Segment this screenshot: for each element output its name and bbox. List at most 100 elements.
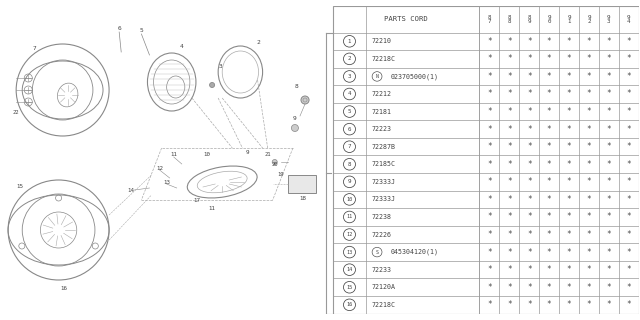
Text: *: * xyxy=(547,72,552,81)
Text: *: * xyxy=(487,54,492,63)
Text: *: * xyxy=(547,37,552,46)
Text: 18: 18 xyxy=(300,196,307,201)
Text: *: * xyxy=(547,283,552,292)
Text: *: * xyxy=(566,142,572,151)
Text: *: * xyxy=(547,300,552,309)
Text: *: * xyxy=(566,160,572,169)
Text: *: * xyxy=(607,212,611,221)
Text: *: * xyxy=(607,283,611,292)
Text: *: * xyxy=(587,230,591,239)
Text: 5: 5 xyxy=(348,109,351,114)
Text: *: * xyxy=(527,195,531,204)
Text: 11: 11 xyxy=(209,205,216,211)
Text: *: * xyxy=(566,283,572,292)
Text: 21: 21 xyxy=(264,153,271,157)
Text: *: * xyxy=(507,212,511,221)
Text: 6: 6 xyxy=(117,26,121,30)
Text: *: * xyxy=(627,212,631,221)
Text: *: * xyxy=(587,177,591,186)
Text: *: * xyxy=(607,107,611,116)
Text: 72185C: 72185C xyxy=(372,161,396,167)
Text: 72218C: 72218C xyxy=(372,302,396,308)
Text: 1: 1 xyxy=(348,39,351,44)
Text: 72287B: 72287B xyxy=(372,144,396,150)
Text: *: * xyxy=(627,54,631,63)
Text: *: * xyxy=(487,248,492,257)
Text: *: * xyxy=(607,300,611,309)
Text: *: * xyxy=(487,212,492,221)
Text: *: * xyxy=(566,177,572,186)
Text: *: * xyxy=(507,230,511,239)
Text: *: * xyxy=(547,265,552,274)
Text: *: * xyxy=(487,177,492,186)
Text: *: * xyxy=(547,160,552,169)
Text: *: * xyxy=(507,177,511,186)
Text: *: * xyxy=(507,160,511,169)
Text: *: * xyxy=(527,160,531,169)
Text: 8
9: 8 9 xyxy=(527,15,531,24)
Text: *: * xyxy=(607,54,611,63)
Text: 9: 9 xyxy=(246,149,249,155)
Circle shape xyxy=(291,124,298,132)
Text: *: * xyxy=(527,177,531,186)
Text: PARTS CORD: PARTS CORD xyxy=(384,16,428,22)
Text: *: * xyxy=(587,212,591,221)
Text: 9
0: 9 0 xyxy=(547,15,551,24)
Circle shape xyxy=(272,159,277,164)
Text: 72210: 72210 xyxy=(372,38,392,44)
Text: *: * xyxy=(507,90,511,99)
Text: 3: 3 xyxy=(218,65,222,69)
Text: *: * xyxy=(627,90,631,99)
Text: 72233: 72233 xyxy=(372,267,392,273)
Text: *: * xyxy=(627,160,631,169)
Text: 72226: 72226 xyxy=(372,232,392,237)
Text: 10: 10 xyxy=(204,153,211,157)
Text: *: * xyxy=(607,90,611,99)
Text: *: * xyxy=(527,37,531,46)
Text: 19: 19 xyxy=(278,172,284,178)
Text: 14: 14 xyxy=(346,267,353,272)
Text: 17: 17 xyxy=(193,197,200,203)
Text: *: * xyxy=(507,107,511,116)
Text: *: * xyxy=(566,300,572,309)
Text: *: * xyxy=(566,37,572,46)
Text: *: * xyxy=(547,230,552,239)
Text: *: * xyxy=(507,248,511,257)
Text: *: * xyxy=(527,72,531,81)
Text: *: * xyxy=(507,54,511,63)
Text: *: * xyxy=(487,160,492,169)
Text: 8
8: 8 8 xyxy=(508,15,511,24)
Text: N: N xyxy=(376,74,378,79)
Text: *: * xyxy=(547,195,552,204)
Text: 8: 8 xyxy=(348,162,351,167)
Text: *: * xyxy=(587,54,591,63)
Text: *: * xyxy=(627,248,631,257)
Text: *: * xyxy=(547,248,552,257)
Bar xyxy=(288,175,316,193)
Text: *: * xyxy=(566,72,572,81)
Text: *: * xyxy=(587,72,591,81)
Text: 7: 7 xyxy=(348,144,351,149)
Text: 11: 11 xyxy=(346,214,353,220)
Text: *: * xyxy=(607,124,611,134)
Text: *: * xyxy=(587,300,591,309)
Text: 9
1: 9 1 xyxy=(567,15,571,24)
Text: *: * xyxy=(507,72,511,81)
Text: *: * xyxy=(627,72,631,81)
Text: 4: 4 xyxy=(348,92,351,97)
Text: 16: 16 xyxy=(346,302,353,307)
Text: *: * xyxy=(607,230,611,239)
Text: 72333J: 72333J xyxy=(372,179,396,185)
Text: *: * xyxy=(527,283,531,292)
Text: *: * xyxy=(587,124,591,134)
Text: 9
3: 9 3 xyxy=(607,15,611,24)
Text: *: * xyxy=(527,300,531,309)
Text: *: * xyxy=(527,142,531,151)
Text: *: * xyxy=(487,37,492,46)
Text: *: * xyxy=(547,142,552,151)
Text: *: * xyxy=(566,230,572,239)
Text: 3: 3 xyxy=(348,74,351,79)
Text: *: * xyxy=(627,142,631,151)
Text: *: * xyxy=(587,142,591,151)
Text: 72238: 72238 xyxy=(372,214,392,220)
